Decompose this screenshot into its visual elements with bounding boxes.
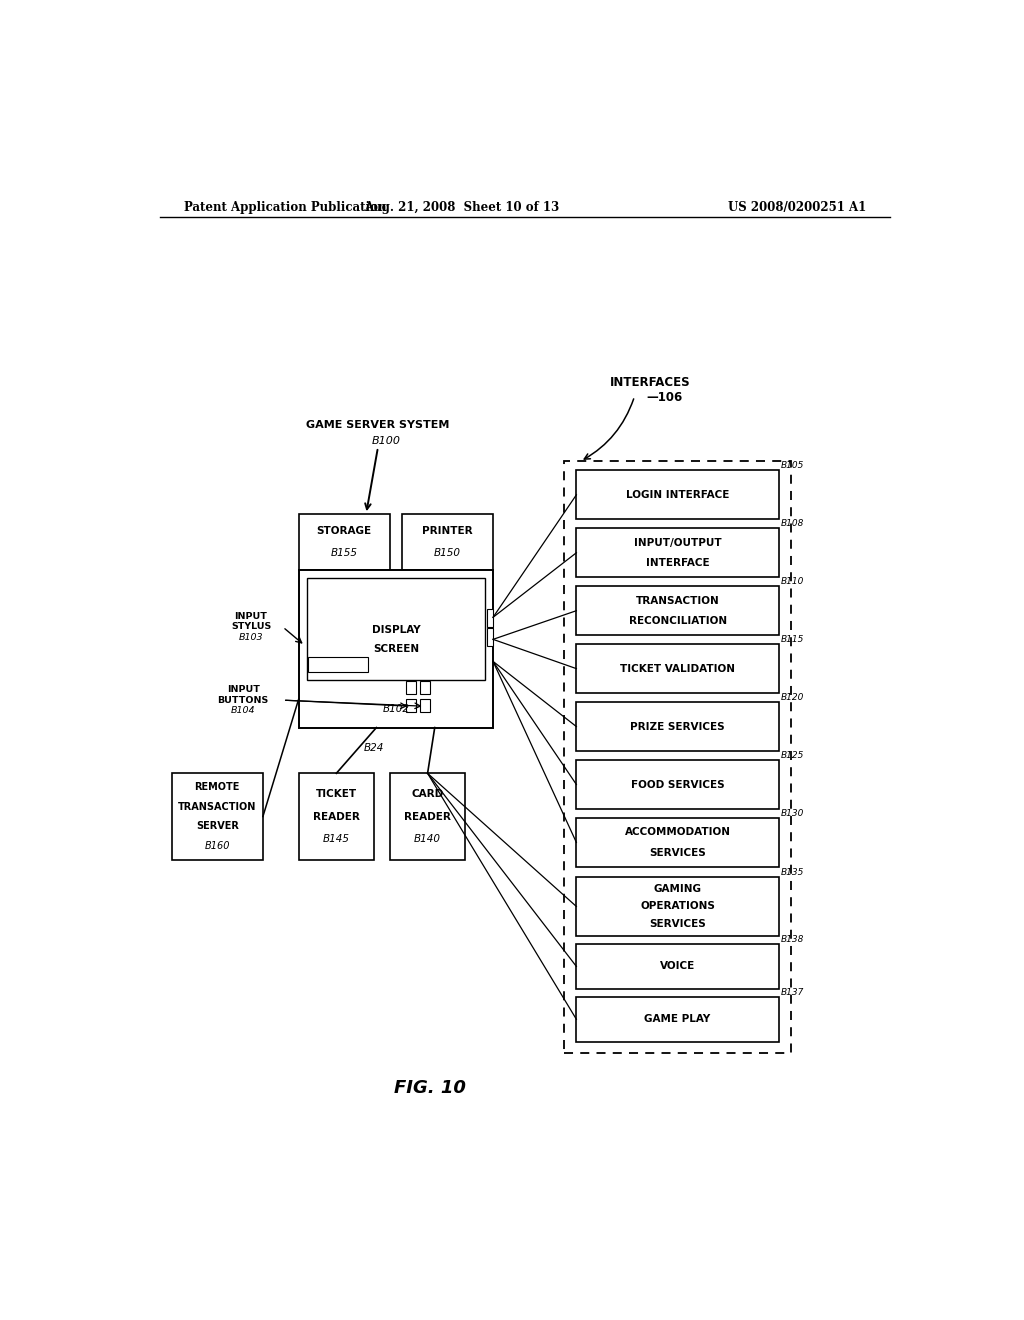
Bar <box>299 774 374 859</box>
Text: SERVER: SERVER <box>196 821 239 832</box>
Text: SCREEN: SCREEN <box>373 644 419 653</box>
Text: B135: B135 <box>781 869 805 876</box>
Text: B120: B120 <box>781 693 805 702</box>
Text: B145: B145 <box>323 834 350 843</box>
Bar <box>577 997 779 1041</box>
Text: TICKET: TICKET <box>315 789 357 799</box>
Text: STYLUS: STYLUS <box>230 623 271 631</box>
Text: B103: B103 <box>239 632 263 642</box>
Bar <box>577 818 779 867</box>
Bar <box>577 876 779 936</box>
Text: GAME SERVER SYSTEM: GAME SERVER SYSTEM <box>306 420 450 430</box>
Bar <box>420 681 430 694</box>
Bar <box>172 774 263 859</box>
Text: B104: B104 <box>230 706 255 715</box>
Bar <box>306 578 485 680</box>
Text: B102: B102 <box>382 704 410 714</box>
Bar <box>564 461 791 1053</box>
Bar <box>577 470 779 519</box>
Text: VOICE: VOICE <box>659 961 695 972</box>
Text: DISPLAY: DISPLAY <box>372 624 420 635</box>
Text: OPERATIONS: OPERATIONS <box>640 902 715 912</box>
Text: INPUT: INPUT <box>234 612 267 622</box>
Text: GAMING: GAMING <box>653 884 701 894</box>
Text: READER: READER <box>313 812 359 821</box>
Bar <box>299 570 494 727</box>
Text: B125: B125 <box>781 751 805 760</box>
Text: REMOTE: REMOTE <box>195 781 240 792</box>
Text: SERVICES: SERVICES <box>649 919 706 929</box>
Text: TICKET VALIDATION: TICKET VALIDATION <box>621 664 735 673</box>
Text: Patent Application Publication: Patent Application Publication <box>183 201 386 214</box>
Text: B138: B138 <box>781 935 805 944</box>
Text: INPUT: INPUT <box>226 685 259 694</box>
Text: STORAGE: STORAGE <box>316 525 372 536</box>
Text: BUTTONS: BUTTONS <box>217 696 268 705</box>
Text: B100: B100 <box>372 436 400 446</box>
Text: B105: B105 <box>781 462 805 470</box>
Text: B24: B24 <box>364 743 384 752</box>
Text: INTERFACE: INTERFACE <box>646 558 710 568</box>
Text: Aug. 21, 2008  Sheet 10 of 13: Aug. 21, 2008 Sheet 10 of 13 <box>364 201 559 214</box>
Bar <box>577 528 779 577</box>
Text: ACCOMMODATION: ACCOMMODATION <box>625 828 730 837</box>
Text: RECONCILIATION: RECONCILIATION <box>629 616 727 626</box>
Bar <box>308 657 368 672</box>
Text: B108: B108 <box>781 519 805 528</box>
Bar <box>420 700 430 713</box>
Text: LOGIN INTERFACE: LOGIN INTERFACE <box>626 490 729 500</box>
Text: B115: B115 <box>781 635 805 644</box>
Bar <box>577 586 779 635</box>
Bar <box>299 515 390 570</box>
Text: —106: —106 <box>646 391 683 404</box>
Bar <box>486 609 494 627</box>
Text: INTERFACES: INTERFACES <box>610 375 691 388</box>
Text: PRINTER: PRINTER <box>422 525 473 536</box>
Text: TRANSACTION: TRANSACTION <box>636 595 720 606</box>
Bar <box>486 628 494 647</box>
Text: B160: B160 <box>205 841 230 851</box>
Text: FOOD SERVICES: FOOD SERVICES <box>631 780 724 789</box>
Bar <box>577 760 779 809</box>
Text: SERVICES: SERVICES <box>649 847 706 858</box>
Bar <box>577 944 779 989</box>
Text: B110: B110 <box>781 577 805 586</box>
Text: PRIZE SERVICES: PRIZE SERVICES <box>630 722 725 731</box>
Text: TRANSACTION: TRANSACTION <box>178 801 256 812</box>
Bar <box>401 515 494 570</box>
Text: READER: READER <box>404 812 451 821</box>
Bar <box>577 702 779 751</box>
Text: CARD: CARD <box>412 789 443 799</box>
Text: US 2008/0200251 A1: US 2008/0200251 A1 <box>728 201 866 214</box>
Text: B130: B130 <box>781 809 805 818</box>
Text: B140: B140 <box>414 834 441 843</box>
Bar <box>406 681 416 694</box>
Bar <box>390 774 465 859</box>
Text: B150: B150 <box>434 548 461 558</box>
Text: FIG. 10: FIG. 10 <box>393 1080 466 1097</box>
Bar <box>406 700 416 713</box>
Text: INPUT/OUTPUT: INPUT/OUTPUT <box>634 537 721 548</box>
Text: B155: B155 <box>331 548 357 558</box>
Bar <box>577 644 779 693</box>
Text: B137: B137 <box>781 987 805 997</box>
Text: GAME PLAY: GAME PLAY <box>644 1014 711 1024</box>
